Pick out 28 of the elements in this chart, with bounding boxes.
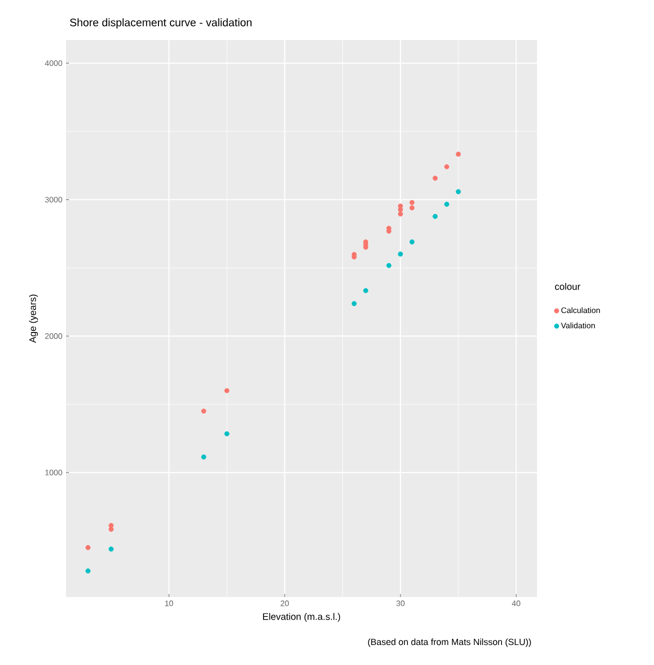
point — [444, 164, 450, 170]
point — [398, 252, 403, 257]
point — [201, 408, 206, 414]
point — [432, 176, 438, 181]
point — [410, 200, 415, 206]
point — [363, 288, 368, 294]
legend-title: colour — [555, 282, 580, 290]
point — [410, 239, 415, 244]
point — [352, 301, 357, 306]
point — [108, 522, 114, 528]
point — [85, 568, 90, 574]
point — [85, 545, 90, 550]
point — [398, 211, 403, 216]
point — [398, 207, 403, 212]
point — [410, 205, 415, 210]
y-axis-title: Age (years) — [29, 294, 38, 343]
x-axis-title: Elevation (m.a.s.l.) — [263, 612, 340, 622]
point — [224, 431, 230, 436]
point — [386, 263, 392, 268]
point — [108, 546, 114, 552]
text: (Based on data from Mats Nilsson (SLU)) — [368, 638, 531, 647]
point — [432, 214, 438, 219]
point — [456, 152, 461, 157]
point — [224, 388, 230, 394]
point — [456, 189, 461, 194]
point — [201, 454, 206, 460]
chart-title: Shore displacement curve - validation — [70, 18, 252, 28]
point — [444, 202, 450, 207]
